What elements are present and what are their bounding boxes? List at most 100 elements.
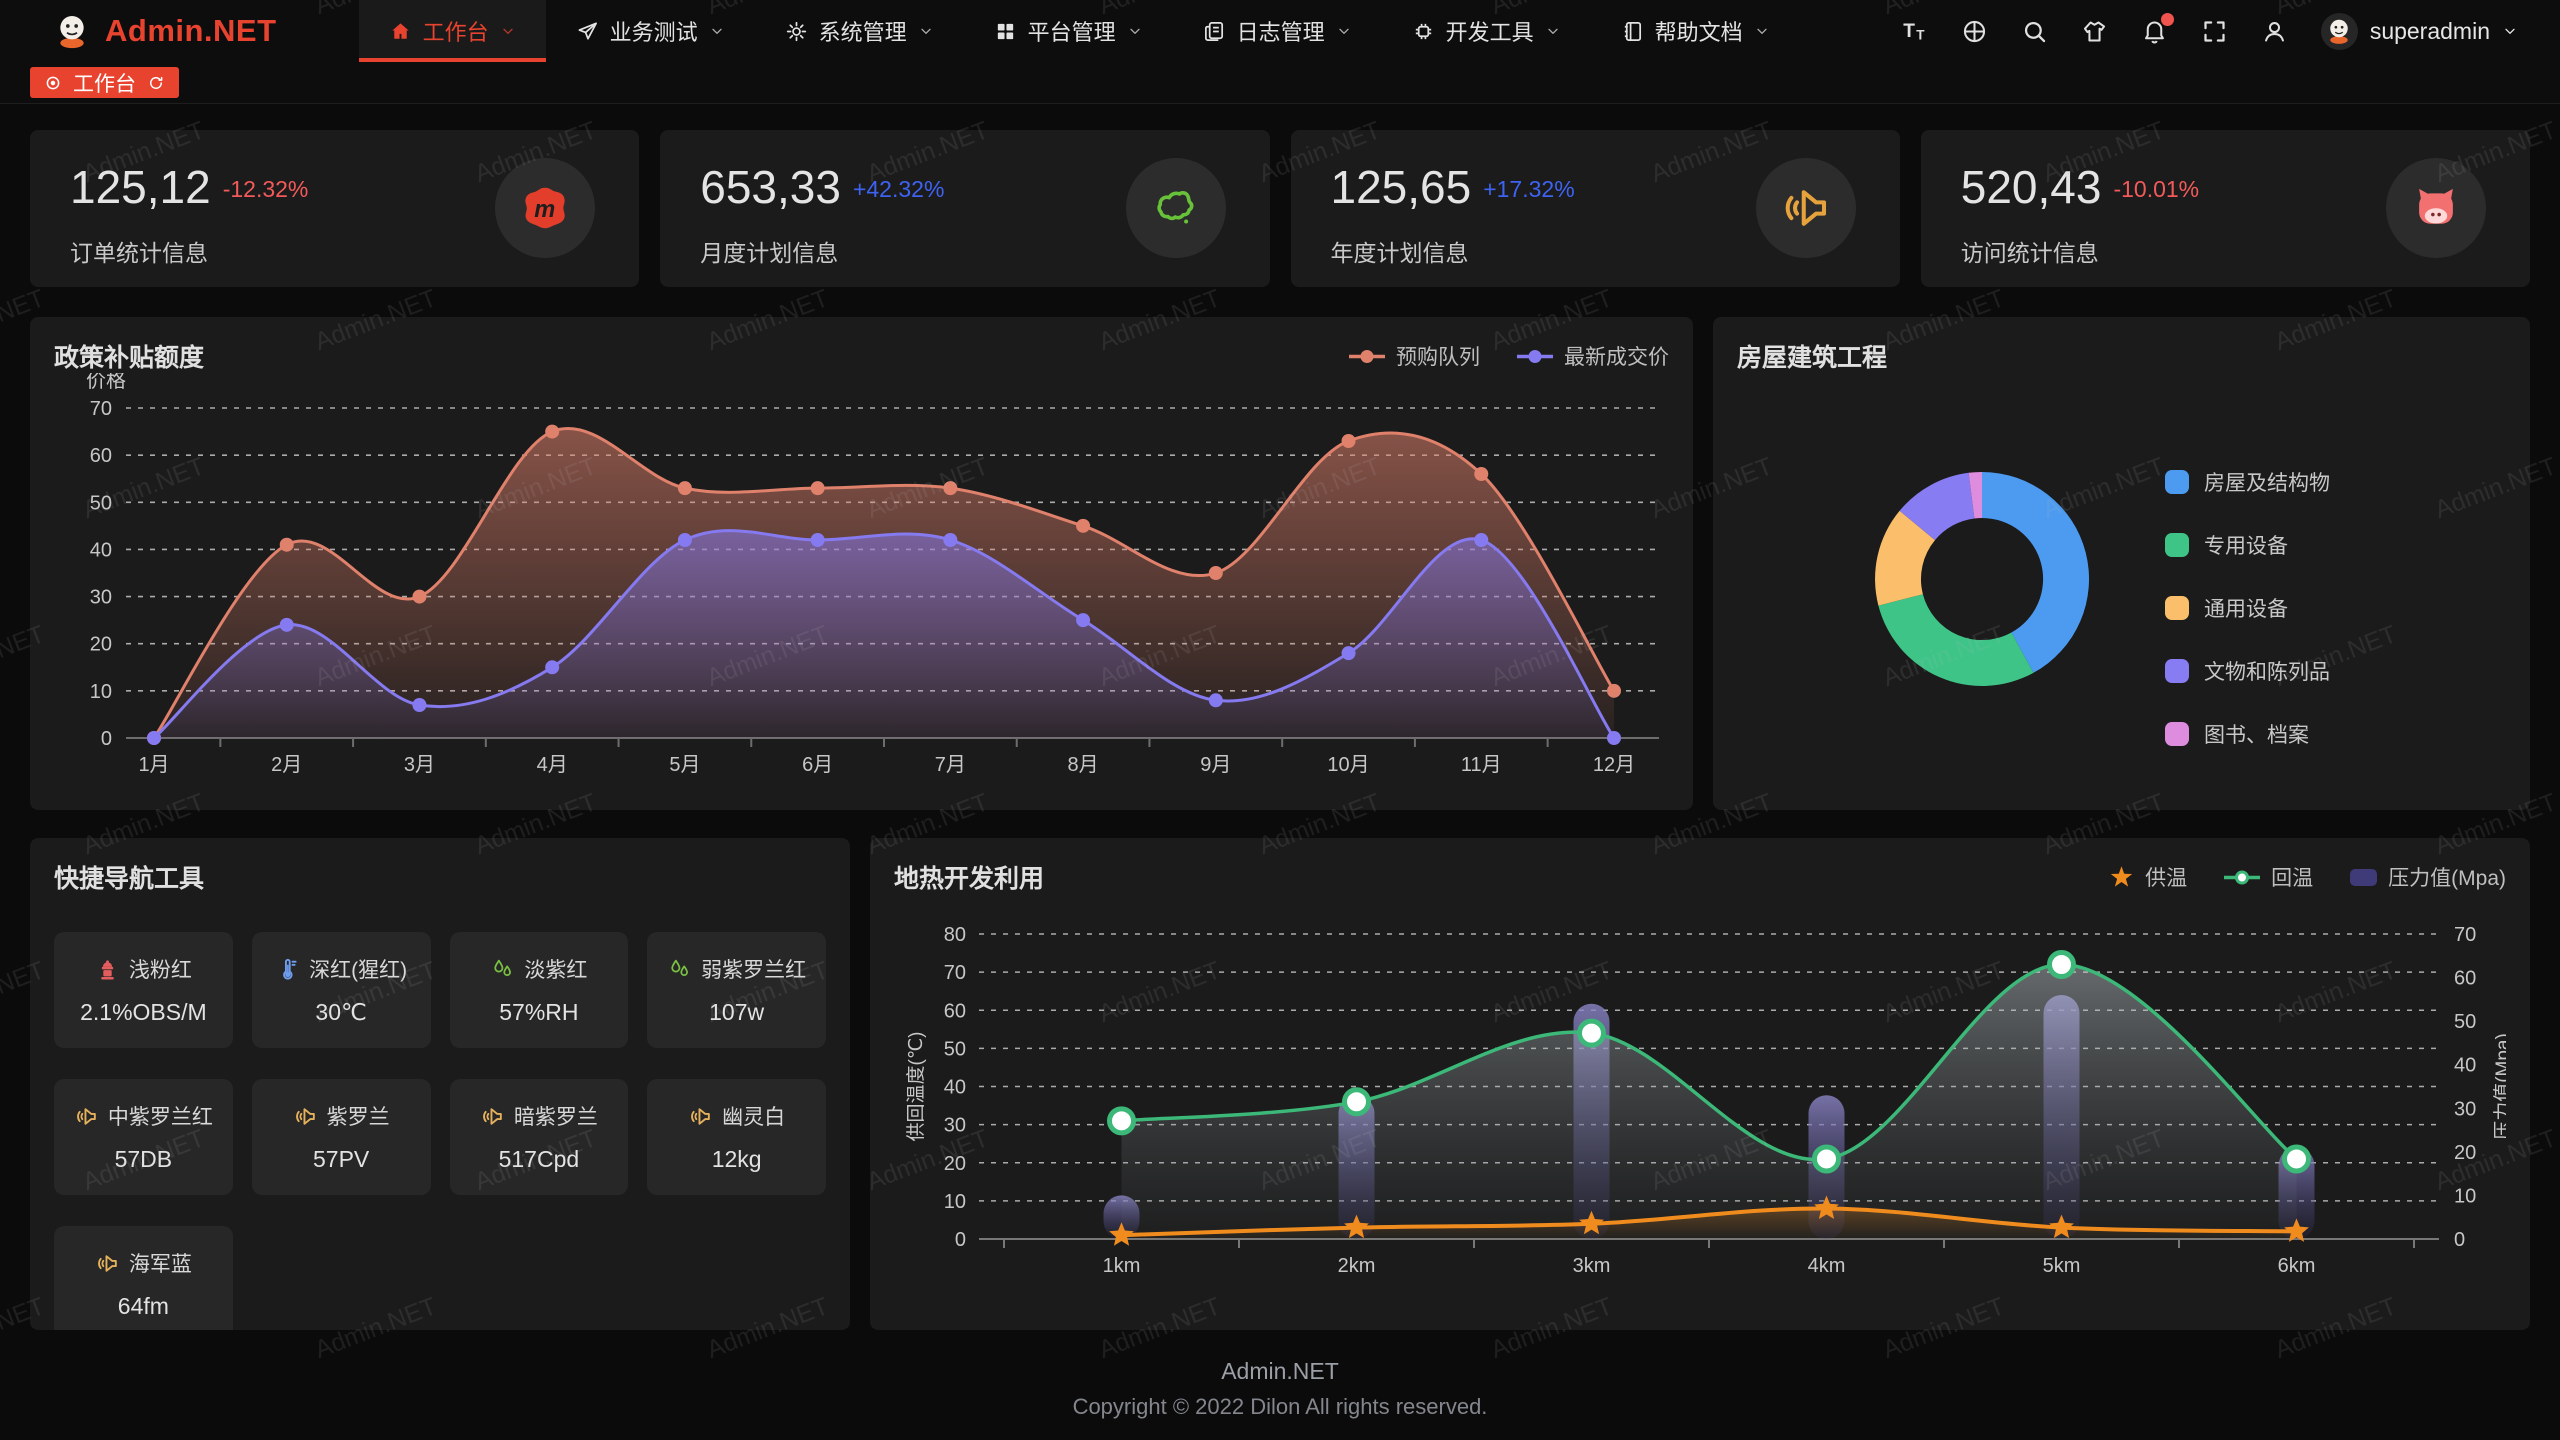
drops-icon — [667, 957, 692, 982]
stat-card-visits: 520,43 -10.01% 访问统计信息 — [1920, 130, 2530, 287]
svg-text:11月: 11月 — [1461, 754, 1502, 776]
chevron-down-icon — [709, 23, 725, 39]
legend-item[interactable]: 文物和陈列品 — [2165, 656, 2330, 686]
quick-nav-tile[interactable]: 紫罗兰 57PV — [251, 1079, 431, 1195]
quick-nav-tile[interactable]: 弱紫罗兰红 107w — [647, 932, 826, 1048]
username: superadmin — [2369, 17, 2490, 44]
legend-item[interactable]: 通用设备 — [2165, 593, 2330, 623]
send-icon — [576, 20, 599, 43]
chevron-down-icon — [1336, 23, 1352, 39]
menu-item-platform[interactable]: 平台管理 — [964, 0, 1173, 62]
user-icon[interactable] — [2261, 18, 2288, 45]
home-icon — [389, 20, 412, 43]
stat-value: 520,43 — [1960, 161, 2102, 213]
svg-text:70: 70 — [944, 962, 966, 984]
menu-item-system[interactable]: 系统管理 — [755, 0, 964, 62]
quick-nav-tile[interactable]: 淡紫红 57%RH — [449, 932, 629, 1048]
stat-cards: 125,12 -12.32% 订单统计信息 653,33 +42.32% 月度计划信… — [30, 130, 2530, 287]
svg-text:40: 40 — [944, 1077, 966, 1099]
line-ring-marker-icon — [2223, 870, 2261, 885]
svg-text:30: 30 — [2454, 1098, 2476, 1120]
svg-text:压力值(Mpa): 压力值(Mpa) — [2492, 1033, 2506, 1140]
panel-geothermal-chart: 地热开发利用 供温 回温 压力值(Mpa) 0 10 20 3 — [870, 838, 2530, 1330]
svg-text:30: 30 — [944, 1115, 966, 1137]
menu-item-logs[interactable]: 日志管理 — [1173, 0, 1382, 62]
legend-item-latest-price[interactable]: 最新成交价 — [1516, 341, 1669, 371]
quick-nav-tile[interactable]: 中紫罗兰红 57DB — [54, 1079, 233, 1195]
bar-swatch-icon — [2349, 868, 2378, 887]
quick-nav-tile[interactable]: 幽灵白 12kg — [647, 1079, 826, 1195]
legend-item-return-temp[interactable]: 回温 — [2223, 862, 2313, 892]
chevron-down-icon — [1545, 23, 1561, 39]
panel-subsidy-chart: 政策补贴额度 预购队列 最新成交价 0 10 20 30 40 50 60 70 价格 1月 2月 3… — [30, 317, 1693, 810]
legend-item-pressure[interactable]: 压力值(Mpa) — [2349, 862, 2506, 892]
svg-text:50: 50 — [2454, 1011, 2476, 1033]
hydrant-icon — [95, 957, 120, 982]
book-icon — [1621, 20, 1644, 43]
stat-label: 年度计划信息 — [1330, 240, 1469, 266]
user-menu[interactable]: superadmin — [2320, 12, 2518, 50]
stat-delta: +17.32% — [1483, 176, 1575, 202]
speaker-icon — [480, 1104, 505, 1129]
notification-badge — [2160, 12, 2174, 26]
chevron-down-icon — [1127, 23, 1143, 39]
svg-text:6月: 6月 — [802, 754, 833, 776]
panel-quick-nav: 快捷导航工具 浅粉红 2.1%OBS/M 深红(猩红) 30℃ 淡紫红 57%R… — [30, 838, 850, 1330]
language-icon[interactable] — [1961, 18, 1988, 45]
menu-item-devtools[interactable]: 开发工具 — [1382, 0, 1591, 62]
legend-item[interactable]: 图书、档案 — [2165, 719, 2330, 749]
meetup-icon — [518, 181, 572, 235]
speaker-icon — [74, 1104, 99, 1129]
svg-text:9月: 9月 — [1200, 754, 1231, 776]
svg-text:30: 30 — [90, 587, 112, 609]
gear-icon — [785, 20, 808, 43]
stat-delta: -10.01% — [2113, 176, 2200, 202]
legend-item[interactable]: 专用设备 — [2165, 530, 2330, 560]
legend-item[interactable]: 房屋及结构物 — [2165, 467, 2330, 497]
fullscreen-icon[interactable] — [2201, 18, 2228, 45]
app-logo[interactable]: Admin.NET — [52, 0, 277, 62]
svg-text:6km: 6km — [2278, 1255, 2316, 1277]
font-size-icon[interactable] — [1901, 18, 1928, 45]
svg-text:20: 20 — [944, 1153, 966, 1175]
svg-text:12月: 12月 — [1593, 754, 1635, 776]
panel-title: 政策补贴额度 — [54, 344, 205, 372]
legend-item-preorder[interactable]: 预购队列 — [1348, 341, 1480, 371]
search-icon[interactable] — [2021, 18, 2048, 45]
quick-nav-tile[interactable]: 浅粉红 2.1%OBS/M — [54, 932, 233, 1048]
svg-text:20: 20 — [90, 634, 112, 656]
menu-item-label: 日志管理 — [1236, 20, 1325, 45]
china-map-icon — [1149, 181, 1203, 235]
menu-item-workbench[interactable]: 工作台 — [358, 0, 546, 62]
stat-card-monthly-plan: 653,33 +42.32% 月度计划信息 — [660, 130, 1270, 287]
svg-text:40: 40 — [90, 539, 112, 561]
line-dot-marker-icon — [1348, 349, 1386, 364]
tab-workbench[interactable]: 工作台 — [30, 67, 179, 98]
avatar — [2320, 12, 2358, 50]
svg-text:0: 0 — [2454, 1229, 2465, 1251]
drops-icon — [490, 957, 515, 982]
legend-swatch — [2165, 596, 2189, 620]
legend-item-supply-temp[interactable]: 供温 — [2108, 862, 2187, 892]
stat-value: 125,12 — [70, 161, 211, 213]
svg-text:50: 50 — [944, 1038, 966, 1060]
bell-icon[interactable] — [2141, 12, 2174, 45]
menu-item-business-test[interactable]: 业务测试 — [546, 0, 755, 62]
theme-icon[interactable] — [2081, 18, 2108, 45]
svg-text:0: 0 — [955, 1229, 966, 1251]
speaker-icon — [688, 1104, 713, 1129]
quick-nav-tiles: 浅粉红 2.1%OBS/M 深红(猩红) 30℃ 淡紫红 57%RH 弱紫罗兰红… — [54, 932, 826, 1330]
header-actions: superadmin — [1901, 0, 2560, 62]
stat-delta: +42.32% — [852, 176, 945, 202]
menu-item-help-docs[interactable]: 帮助文档 — [1591, 0, 1800, 62]
quick-nav-tile[interactable]: 深红(猩红) 30℃ — [251, 932, 431, 1048]
stat-icon-circle — [495, 158, 596, 258]
stat-label: 月度计划信息 — [700, 240, 839, 266]
quick-nav-tile[interactable]: 暗紫罗兰 517Cpd — [449, 1079, 629, 1195]
log-icon — [1203, 20, 1226, 43]
refresh-icon[interactable] — [147, 74, 165, 92]
quick-nav-tile[interactable]: 海军蓝 64fm — [54, 1226, 233, 1330]
stat-icon-circle — [2386, 158, 2486, 258]
donut-chart — [1875, 471, 2090, 686]
svg-text:供回温度(℃): 供回温度(℃) — [905, 1032, 927, 1142]
